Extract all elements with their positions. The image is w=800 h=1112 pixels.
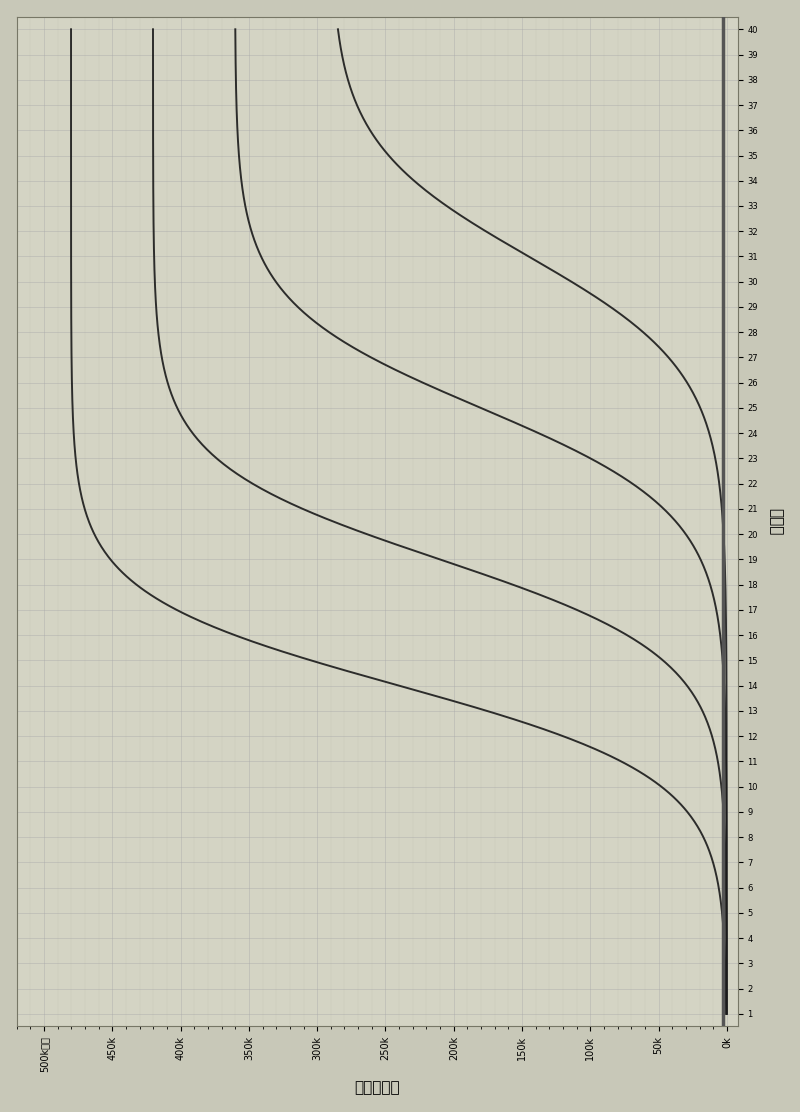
Y-axis label: 循环数: 循环数 <box>768 508 783 535</box>
X-axis label: 荧光强度值: 荧光强度值 <box>354 1081 400 1095</box>
